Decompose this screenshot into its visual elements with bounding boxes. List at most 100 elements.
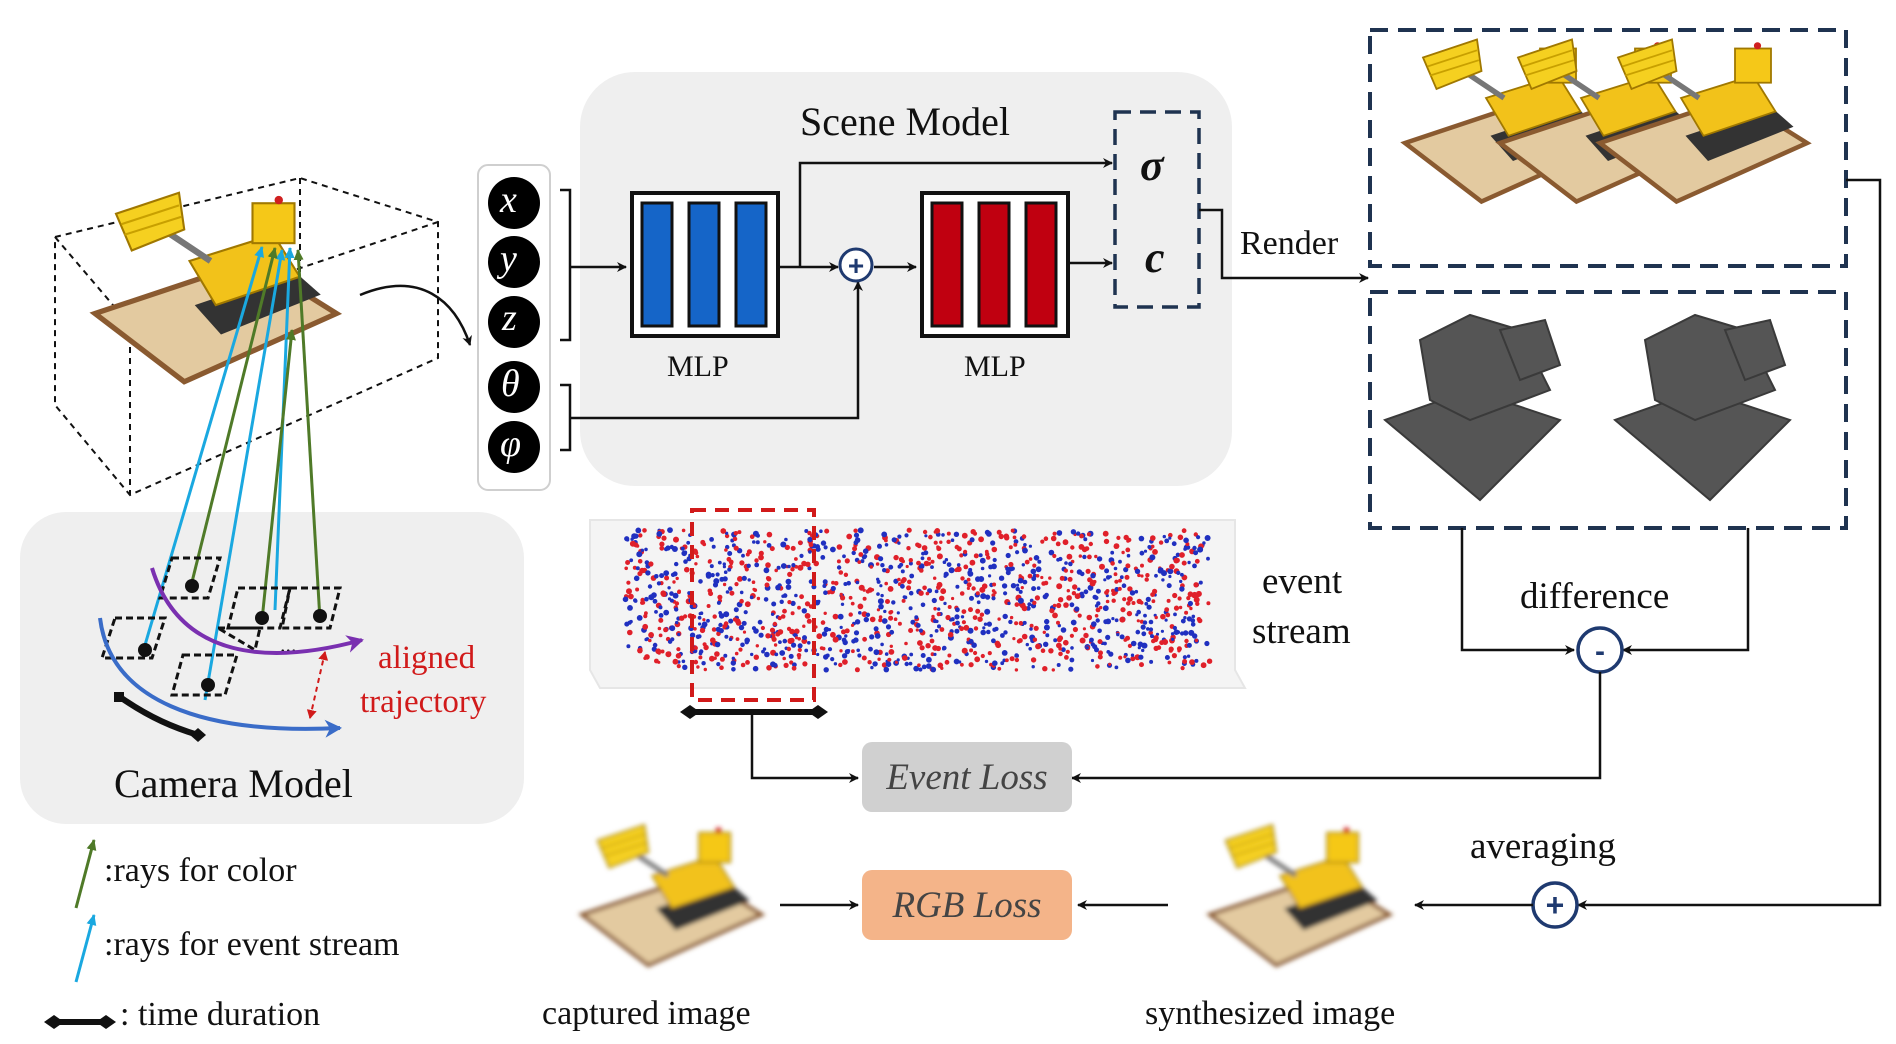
event-point [750, 652, 754, 657]
event-point [1193, 596, 1200, 603]
event-point [1139, 662, 1144, 668]
event-point [998, 533, 1004, 540]
event-point [732, 536, 738, 542]
event-point [1171, 653, 1177, 659]
event-point [1095, 588, 1101, 594]
event-point [893, 554, 899, 561]
event-point [711, 627, 717, 632]
event-point [658, 613, 664, 618]
event-point [753, 654, 759, 660]
event-point [1105, 634, 1111, 641]
event-point [790, 545, 796, 551]
color-rays [188, 247, 322, 621]
event-point [850, 601, 855, 606]
event-point [1179, 579, 1183, 584]
event-point [739, 598, 744, 604]
event-point [863, 616, 869, 623]
event-point [1178, 605, 1183, 610]
event-point [1067, 576, 1073, 582]
event-point [844, 634, 848, 638]
event-point [764, 651, 770, 658]
event-point [772, 662, 778, 668]
event-point [961, 532, 968, 539]
event-point [693, 646, 698, 650]
purple-trajectory [150, 567, 364, 655]
event-point [951, 596, 955, 601]
event-point [861, 655, 867, 661]
event-point [961, 620, 967, 625]
event-point [755, 540, 760, 545]
event-point [909, 573, 915, 579]
event-point [861, 554, 867, 560]
event-point [643, 614, 648, 619]
event-point [940, 666, 944, 670]
event-point [797, 605, 801, 610]
event-point [734, 582, 739, 587]
event-point [655, 648, 662, 655]
event-point [714, 651, 720, 657]
event-point [797, 656, 801, 660]
event-point [1033, 555, 1040, 561]
event-point [791, 642, 797, 648]
event-point [684, 566, 690, 573]
event-point [654, 610, 658, 614]
event-point [1095, 664, 1100, 669]
event-point [1164, 655, 1170, 660]
event-point [1129, 590, 1136, 596]
event-point [1206, 601, 1211, 606]
event-point [885, 661, 892, 667]
input-z: z [502, 297, 517, 339]
event-point [784, 537, 788, 542]
event-point [1180, 572, 1184, 577]
event-point [706, 604, 711, 608]
event-point [785, 578, 792, 585]
event-point [697, 615, 702, 620]
event-point [640, 548, 644, 552]
event-point [1119, 616, 1126, 623]
event-point [1005, 552, 1011, 559]
event-point [677, 589, 681, 594]
event-point [807, 566, 812, 571]
event-point [1192, 545, 1197, 551]
event-point [1031, 586, 1037, 592]
event-label-line2: stream [1252, 611, 1351, 652]
event-point [1138, 535, 1145, 542]
event-point [1134, 568, 1141, 574]
scene-model-title: Scene Model [800, 99, 1010, 144]
event-point [885, 599, 890, 604]
event-point [695, 554, 700, 559]
event-point [936, 612, 941, 617]
event-point [1193, 550, 1199, 556]
event-point [1094, 614, 1099, 618]
event-point [1068, 666, 1074, 672]
event-point [963, 549, 968, 555]
event-point [881, 531, 888, 538]
averaging-label: averaging [1470, 826, 1616, 867]
event-point [1126, 539, 1130, 543]
event-point [718, 622, 723, 628]
event-point [1048, 648, 1054, 654]
event-point [1204, 535, 1211, 541]
event-point [918, 667, 923, 672]
event-point [1197, 546, 1204, 553]
event-point [941, 533, 945, 537]
event-point [1157, 568, 1163, 574]
event-point [669, 625, 676, 632]
event-point [682, 664, 688, 670]
event-point [1092, 579, 1097, 584]
event-point [1010, 566, 1015, 571]
event-point [1204, 640, 1210, 647]
event-point [939, 595, 945, 601]
event-point [1053, 638, 1058, 643]
event-point [1200, 662, 1207, 669]
event-point [1193, 582, 1199, 588]
event-point [1094, 647, 1099, 653]
event-point [1195, 590, 1202, 597]
event-point [816, 652, 820, 657]
event-point [652, 642, 658, 648]
event-point [740, 642, 745, 648]
event-point [1056, 583, 1063, 590]
event-point [726, 556, 732, 562]
event-point [905, 564, 909, 569]
event-point [1043, 536, 1049, 541]
